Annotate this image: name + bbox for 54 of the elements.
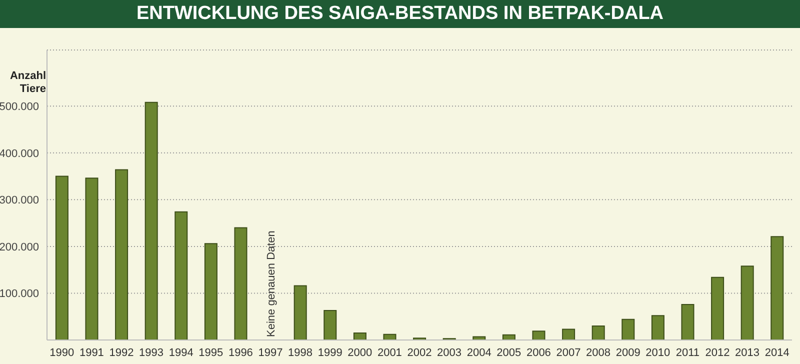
bar (353, 332, 366, 340)
x-tick-label: 1992 (109, 346, 134, 359)
bar (711, 276, 724, 340)
x-tick-label: 2004 (466, 346, 492, 359)
bar (204, 243, 218, 340)
bar (740, 266, 754, 340)
bar (324, 310, 337, 340)
x-tick-label: 1998 (288, 346, 313, 359)
x-tick-label: 1995 (198, 346, 224, 359)
x-tick-label: 2012 (705, 346, 730, 359)
x-tick-label: 2000 (348, 346, 372, 359)
y-tick-label: 200.000 (0, 241, 39, 254)
x-tick-label: 2007 (556, 346, 581, 359)
bar (770, 236, 784, 340)
bar (562, 328, 576, 340)
bar (502, 334, 516, 340)
bar (651, 315, 664, 340)
x-tick-label: 1997 (258, 346, 283, 359)
x-tick-label: 2011 (676, 346, 700, 359)
x-tick-label: 2010 (646, 346, 670, 359)
x-tick-label: 1994 (168, 346, 194, 359)
bar (532, 330, 546, 340)
x-tick-label: 2006 (526, 346, 551, 359)
y-tick-label: 100.000 (0, 288, 39, 300)
bar (55, 176, 68, 340)
x-tick-label: 2009 (616, 346, 640, 359)
bar (472, 336, 486, 340)
bar (115, 169, 128, 340)
x-tick-label: 2001 (377, 346, 402, 359)
y-tick-label: 300.000 (0, 194, 39, 207)
bar (622, 318, 635, 340)
x-tick-label: 1999 (318, 346, 342, 359)
bar (85, 178, 98, 340)
y-axis-title: Anzahl Tiere (8, 70, 46, 96)
bar (234, 227, 248, 340)
chart-title: ENTWICKLUNG DES SAIGA-BESTANDS IN BETPAK-DALA (0, 0, 800, 28)
bar (592, 325, 605, 340)
x-tick-label: 2005 (496, 346, 522, 359)
bar (681, 304, 694, 340)
y-tick-label: 500.000 (0, 101, 39, 114)
bar (174, 211, 188, 340)
x-tick-label: 2013 (735, 346, 760, 359)
x-tick-label: 1991 (79, 346, 104, 359)
x-tick-label: 2008 (586, 346, 611, 359)
bar (144, 102, 158, 340)
x-tick-label: 2002 (407, 346, 432, 359)
bar (294, 285, 307, 340)
x-tick-label: 1993 (139, 346, 164, 359)
x-tick-label: 1990 (50, 346, 74, 359)
annotation: Keine genauen Daten (266, 230, 278, 337)
x-tick-label: 1996 (228, 346, 253, 359)
bar (383, 334, 396, 340)
x-tick-label: 2014 (764, 346, 790, 359)
x-tick-label: 2003 (437, 346, 462, 359)
